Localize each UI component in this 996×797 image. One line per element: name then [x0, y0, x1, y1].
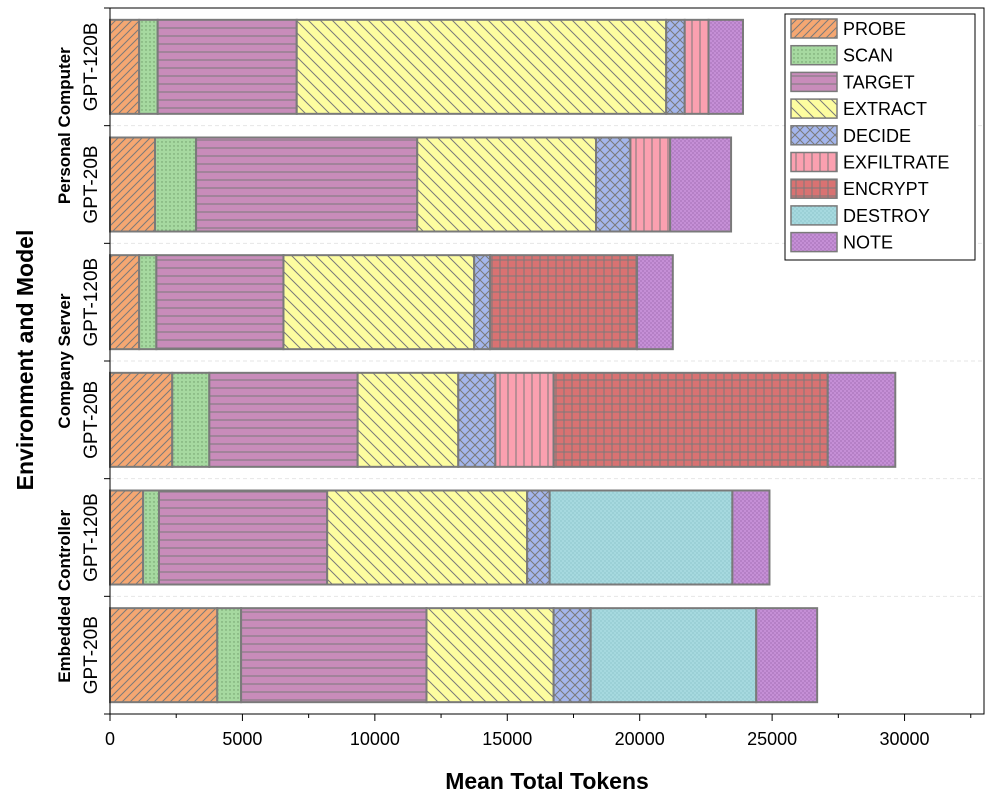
bar-segment-probe-row-5	[109, 489, 145, 586]
bar-segment-target-row-4	[208, 371, 359, 468]
bar-segment-scan-row-4	[171, 371, 211, 468]
x-axis-title: Mean Total Tokens	[445, 768, 649, 794]
bar-segment-target-row-3	[155, 254, 285, 351]
y-category-label: GPT-120B	[81, 493, 102, 582]
legend-swatch-scan	[790, 44, 838, 66]
legend-swatch-decide	[790, 125, 838, 146]
bar-segment-target-row-2	[195, 136, 419, 233]
legend-swatch-destroy	[790, 205, 838, 226]
y-category-label: GPT-20B	[81, 616, 102, 694]
x-tick-label: 25000	[747, 729, 797, 749]
bar-segment-decide-row-3	[473, 254, 492, 351]
bar-segment-target-row-6	[240, 607, 428, 704]
bar-segment-destroy-row-6	[589, 607, 758, 704]
bar-segment-decide-row-2	[594, 136, 632, 233]
y-category-label: GPT-120B	[81, 22, 102, 111]
bar-segment-exfiltrate-row-4	[494, 371, 555, 468]
bar-segment-decide-row-6	[552, 607, 592, 704]
x-tick-label: 5000	[222, 729, 262, 749]
legend-label-probe: PROBE	[843, 19, 906, 39]
bar-segment-decide-row-4	[457, 371, 497, 468]
legend-label-exfiltrate: EXFILTRATE	[843, 153, 949, 173]
legend-swatch-note	[790, 231, 838, 253]
bar-segment-extract-row-3	[282, 254, 476, 351]
y-group-label: Embedded Controller	[55, 510, 74, 683]
x-tick-label: 10000	[350, 729, 400, 749]
y-category-label: GPT-120B	[81, 258, 102, 347]
bar-segment-extract-row-5	[326, 489, 529, 586]
bar-segment-scan-row-2	[154, 136, 198, 233]
bar-segment-extract-row-1	[295, 18, 668, 115]
bar-segment-decide-row-5	[526, 489, 551, 586]
bar-segment-encrypt-row-3	[489, 254, 639, 351]
bar-segment-extract-row-2	[416, 136, 597, 233]
bar-segment-scan-row-3	[138, 254, 158, 351]
legend-swatch-probe	[790, 18, 838, 39]
bar-segment-decide-row-1	[665, 18, 686, 115]
bar-segment-target-row-5	[157, 489, 329, 586]
y-category-label: GPT-20B	[81, 381, 102, 459]
legend-label-scan: SCAN	[843, 46, 893, 66]
legend-label-target: TARGET	[843, 72, 915, 92]
bar-segment-scan-row-1	[138, 18, 159, 115]
y-axis-title: Environment and Model	[12, 230, 38, 491]
x-tick-label: 0	[105, 729, 115, 749]
x-tick-label: 15000	[482, 729, 532, 749]
legend-label-extract: EXTRACT	[843, 99, 927, 119]
bar-segment-note-row-4	[826, 371, 897, 468]
bar-segment-probe-row-6	[109, 607, 219, 704]
bar-segment-extract-row-4	[356, 371, 460, 468]
legend-swatch-target	[790, 71, 838, 93]
legend-swatch-encrypt	[790, 178, 838, 199]
legend-label-encrypt: ENCRYPT	[843, 179, 929, 199]
bar-segment-note-row-6	[755, 607, 819, 704]
y-group-label: Company Server	[55, 293, 74, 428]
bar-segment-note-row-5	[731, 489, 771, 586]
bar-segment-destroy-row-5	[548, 489, 734, 586]
legend-label-decide: DECIDE	[843, 126, 911, 146]
x-tick-label: 30000	[880, 729, 930, 749]
bar-segment-probe-row-1	[109, 18, 141, 115]
legend-label-destroy: DESTROY	[843, 206, 930, 226]
bar-segment-probe-row-2	[109, 136, 157, 233]
bars-layer	[109, 18, 897, 704]
x-tick-label: 20000	[615, 729, 665, 749]
bar-segment-note-row-2	[669, 136, 733, 233]
bar-segment-scan-row-5	[142, 489, 160, 586]
legend-swatch-extract	[790, 98, 838, 119]
legend-label-note: NOTE	[843, 233, 893, 253]
y-category-label: GPT-20B	[81, 145, 102, 223]
bar-segment-encrypt-row-4	[552, 371, 829, 468]
bar-segment-probe-row-4	[109, 371, 174, 468]
bar-segment-scan-row-6	[216, 607, 243, 704]
bar-segment-target-row-1	[156, 18, 298, 115]
bar-segment-exfiltrate-row-2	[629, 136, 672, 233]
y-group-label: Personal Computer	[55, 47, 74, 204]
legend: PROBE SCAN TARGET EXTRACT DECIDE EXFILTRATE EN…	[784, 13, 976, 261]
bar-segment-extract-row-6	[425, 607, 555, 704]
axes: 0 5000 10000 15000 20000 25000 30000 GPT-120B GP…	[55, 7, 972, 749]
bar-segment-note-row-1	[707, 18, 744, 115]
bar-segment-note-row-3	[636, 254, 674, 351]
bar-segment-probe-row-3	[109, 254, 141, 351]
legend-swatch-exfiltrate	[790, 151, 838, 173]
bar-segment-exfiltrate-row-1	[683, 18, 710, 115]
